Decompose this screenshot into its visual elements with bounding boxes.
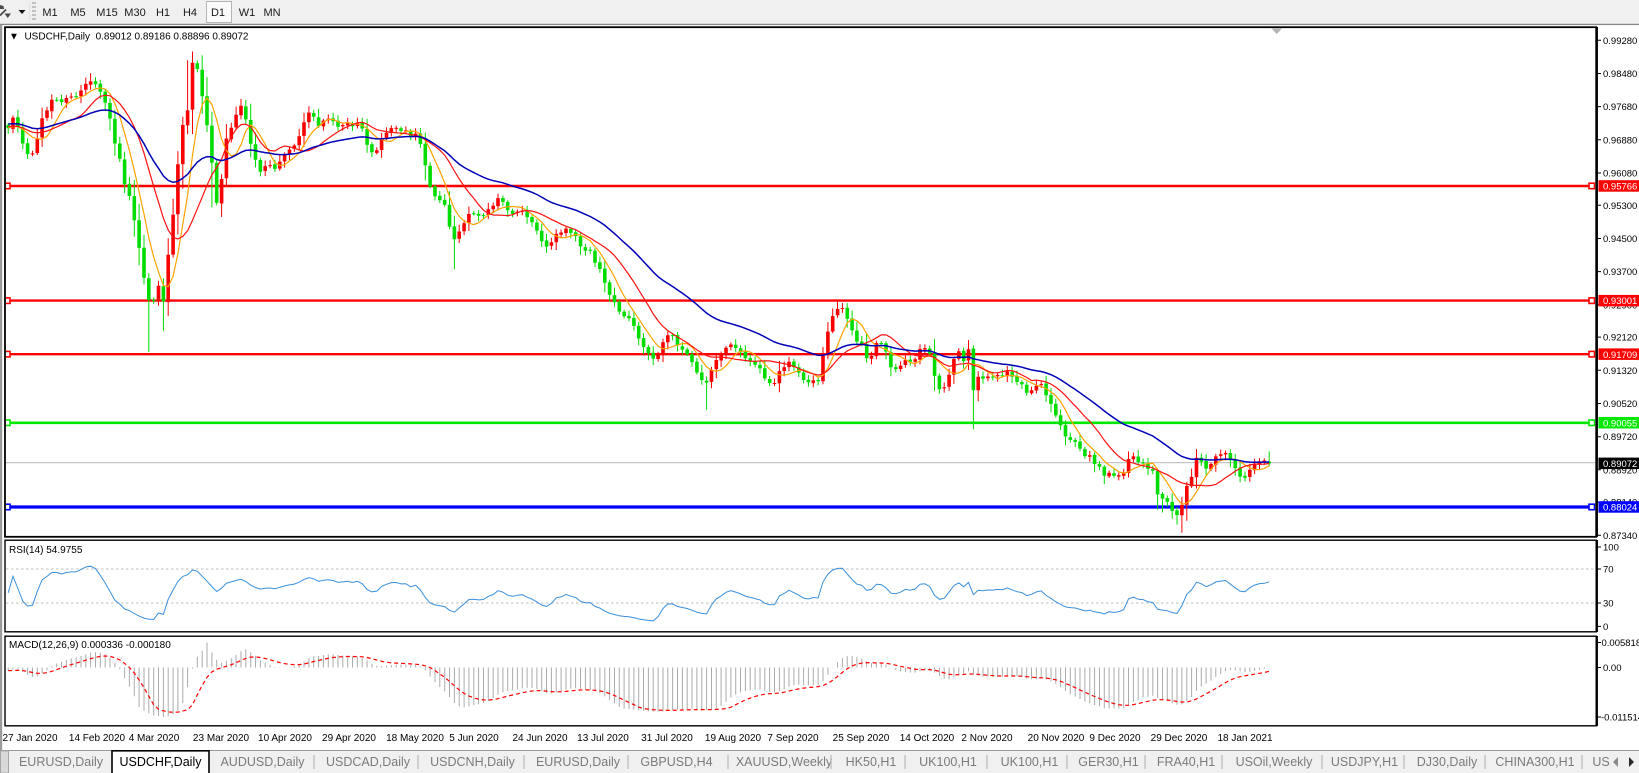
svg-text:CHINA300,H1: CHINA300,H1 (1495, 755, 1574, 769)
svg-text:0.90520: 0.90520 (1603, 399, 1637, 410)
svg-text:RSI(14) 54.9755: RSI(14) 54.9755 (9, 545, 83, 556)
svg-text:0.92120: 0.92120 (1603, 333, 1637, 344)
svg-text:2 Nov 2020: 2 Nov 2020 (961, 733, 1013, 744)
svg-text:0.96080: 0.96080 (1603, 169, 1637, 180)
svg-text:0.00: 0.00 (1603, 663, 1622, 674)
svg-text:18 Jan 2021: 18 Jan 2021 (1217, 733, 1272, 744)
svg-text:14 Oct 2020: 14 Oct 2020 (900, 733, 955, 744)
svg-text:19 Aug 2020: 19 Aug 2020 (705, 733, 762, 744)
svg-text:HK50,H1: HK50,H1 (846, 755, 897, 769)
svg-text:0.87340: 0.87340 (1603, 531, 1637, 542)
svg-text:0.89720: 0.89720 (1603, 432, 1637, 443)
svg-text:M30: M30 (124, 7, 145, 19)
svg-text:30: 30 (1603, 599, 1614, 610)
svg-text:USDJPY,H1: USDJPY,H1 (1331, 755, 1398, 769)
svg-text:100: 100 (1603, 543, 1619, 554)
svg-text:XAUUSD,Weekly: XAUUSD,Weekly (736, 755, 833, 769)
svg-text:4 Mar 2020: 4 Mar 2020 (129, 733, 180, 744)
svg-text:0.99280: 0.99280 (1603, 36, 1637, 47)
svg-text:M15: M15 (96, 7, 117, 19)
svg-text:24 Jun 2020: 24 Jun 2020 (512, 733, 567, 744)
svg-text:EURUSD,Daily: EURUSD,Daily (19, 755, 104, 769)
svg-text:70: 70 (1603, 565, 1614, 576)
svg-text:13 Jul 2020: 13 Jul 2020 (577, 733, 629, 744)
svg-text:9 Dec 2020: 9 Dec 2020 (1089, 733, 1141, 744)
svg-text:0.91320: 0.91320 (1603, 366, 1637, 377)
svg-text:0.90055: 0.90055 (1603, 418, 1637, 429)
svg-text:10 Apr 2020: 10 Apr 2020 (258, 733, 312, 744)
svg-text:27 Jan 2020: 27 Jan 2020 (2, 733, 57, 744)
svg-text:M5: M5 (70, 7, 85, 19)
svg-text:USDCAD,Daily: USDCAD,Daily (326, 755, 411, 769)
svg-text:MACD(12,26,9) 0.000336 -0.0001: MACD(12,26,9) 0.000336 -0.000180 (9, 640, 171, 651)
svg-text:20 Nov 2020: 20 Nov 2020 (1028, 733, 1085, 744)
svg-text:14 Feb 2020: 14 Feb 2020 (69, 733, 126, 744)
svg-text:29 Apr 2020: 29 Apr 2020 (322, 733, 376, 744)
svg-text:GER30,H1: GER30,H1 (1078, 755, 1138, 769)
svg-text:USDCNH,Daily: USDCNH,Daily (430, 755, 515, 769)
svg-text:0.91709: 0.91709 (1603, 350, 1637, 361)
svg-text:0.93001: 0.93001 (1603, 296, 1637, 307)
svg-text:31 Jul 2020: 31 Jul 2020 (641, 733, 693, 744)
svg-text:M1: M1 (42, 7, 57, 19)
svg-text:0.95766: 0.95766 (1603, 182, 1637, 193)
svg-text:0.89072: 0.89072 (1603, 459, 1637, 470)
svg-text:USOil,Weekly: USOil,Weekly (1236, 755, 1314, 769)
svg-text:23 Mar 2020: 23 Mar 2020 (193, 733, 250, 744)
svg-text:UK100,H1: UK100,H1 (919, 755, 977, 769)
svg-text:MN: MN (263, 7, 280, 19)
svg-text:18 May 2020: 18 May 2020 (386, 733, 444, 744)
svg-text:FRA40,H1: FRA40,H1 (1157, 755, 1215, 769)
svg-text:0.93700: 0.93700 (1603, 267, 1637, 278)
svg-text:EURUSD,Daily: EURUSD,Daily (536, 755, 621, 769)
svg-text:0.98480: 0.98480 (1603, 69, 1637, 80)
svg-text:UK100,H1: UK100,H1 (1001, 755, 1059, 769)
svg-text:0.94500: 0.94500 (1603, 234, 1637, 245)
svg-text:▼ USDCHF,Daily 0.89012 0.891: ▼ USDCHF,Daily 0.89012 0.89186 0.88896 0… (9, 32, 249, 43)
svg-text:0.97680: 0.97680 (1603, 102, 1637, 113)
svg-text:0: 0 (1603, 622, 1608, 633)
svg-text:0.88920: 0.88920 (1603, 465, 1637, 476)
svg-text:H4: H4 (183, 7, 197, 19)
svg-text:0.005818: 0.005818 (1602, 638, 1639, 649)
svg-text:H1: H1 (156, 7, 170, 19)
svg-text:-0.011514: -0.011514 (1601, 713, 1639, 724)
svg-text:0.88024: 0.88024 (1603, 503, 1637, 514)
svg-text:29 Dec 2020: 29 Dec 2020 (1151, 733, 1208, 744)
svg-text:DJ30,Daily: DJ30,Daily (1417, 755, 1478, 769)
svg-text:D1: D1 (211, 7, 225, 19)
svg-text:GBPUSD,H4: GBPUSD,H4 (640, 755, 712, 769)
svg-text:0.95300: 0.95300 (1603, 201, 1637, 212)
svg-text:W1: W1 (239, 7, 256, 19)
svg-text:0.96880: 0.96880 (1603, 135, 1637, 146)
svg-text:5 Jun 2020: 5 Jun 2020 (449, 733, 499, 744)
svg-text:USDCHF,Daily: USDCHF,Daily (120, 755, 203, 769)
svg-text:25 Sep 2020: 25 Sep 2020 (833, 733, 890, 744)
svg-text:7 Sep 2020: 7 Sep 2020 (767, 733, 819, 744)
svg-text:US: US (1592, 755, 1609, 769)
svg-text:AUDUSD,Daily: AUDUSD,Daily (220, 755, 305, 769)
